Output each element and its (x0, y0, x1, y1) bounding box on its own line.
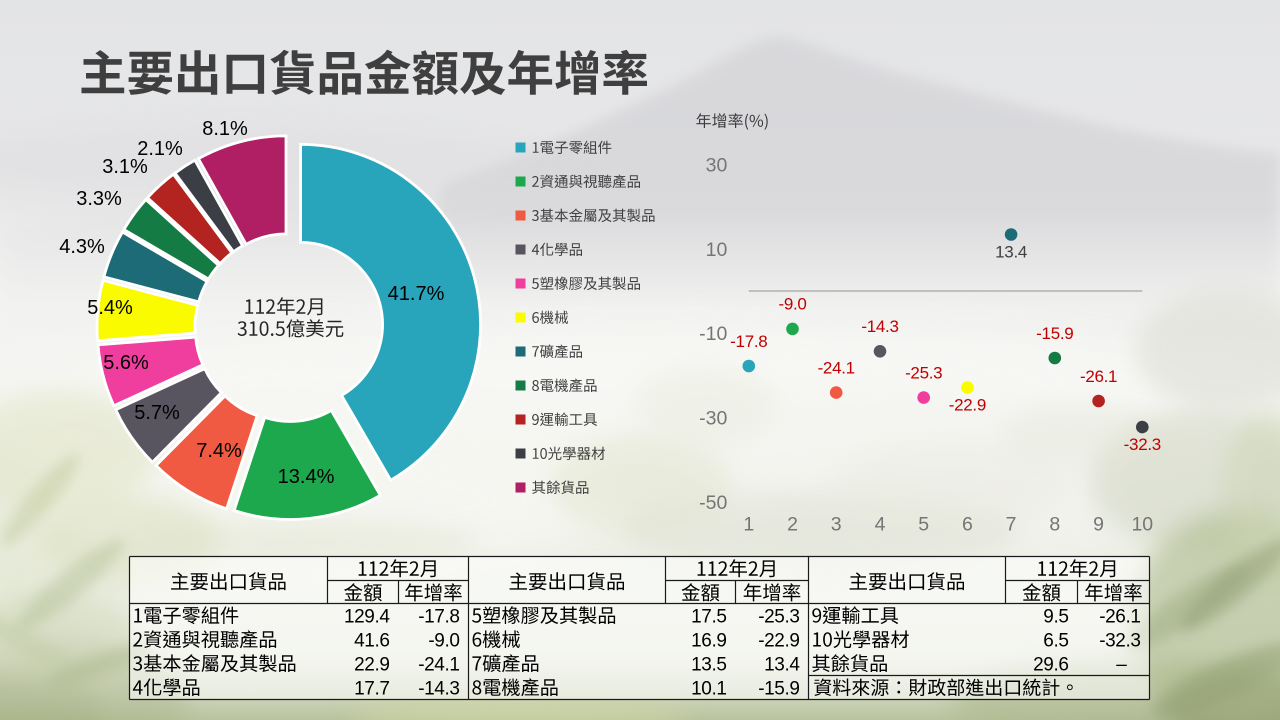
svg-text:2: 2 (787, 513, 798, 535)
svg-text:6: 6 (962, 513, 973, 535)
svg-text:41.6: 41.6 (354, 631, 389, 652)
svg-text:-25.3: -25.3 (758, 607, 799, 628)
svg-text:3.1%: 3.1% (102, 156, 148, 178)
svg-text:13.5: 13.5 (691, 655, 726, 676)
svg-text:-17.8: -17.8 (418, 607, 459, 628)
svg-text:5.4%: 5.4% (87, 297, 133, 319)
svg-text:17.5: 17.5 (691, 607, 726, 628)
svg-text:-30: -30 (699, 407, 727, 429)
svg-text:-50: -50 (699, 492, 727, 514)
svg-text:8.1%: 8.1% (202, 118, 248, 140)
svg-text:-32.3: -32.3 (1099, 631, 1140, 652)
svg-text:10: 10 (706, 239, 728, 261)
svg-text:10.1: 10.1 (691, 679, 726, 700)
svg-text:8: 8 (1049, 513, 1060, 535)
svg-text:9: 9 (1093, 513, 1104, 535)
svg-text:22.9: 22.9 (354, 655, 389, 676)
svg-text:-15.9: -15.9 (758, 679, 799, 700)
svg-text:-14.3: -14.3 (861, 317, 898, 336)
svg-text:-24.1: -24.1 (418, 655, 459, 676)
svg-text:-9.0: -9.0 (778, 295, 806, 314)
svg-text:-22.9: -22.9 (758, 631, 799, 652)
svg-text:13.4: 13.4 (764, 655, 800, 676)
svg-text:13.4%: 13.4% (278, 466, 335, 488)
svg-text:-10: -10 (699, 323, 727, 345)
svg-text:129.4: 129.4 (344, 607, 390, 628)
svg-text:5.7%: 5.7% (134, 402, 180, 424)
svg-text:7.4%: 7.4% (196, 440, 242, 462)
svg-text:10: 10 (1131, 513, 1153, 535)
svg-text:-9.0: -9.0 (428, 631, 459, 652)
svg-text:29.6: 29.6 (1033, 655, 1068, 676)
svg-text:-15.9: -15.9 (1036, 324, 1073, 343)
svg-text:5.6%: 5.6% (103, 352, 149, 374)
svg-text:-17.8: -17.8 (730, 332, 767, 351)
svg-text:16.9: 16.9 (691, 631, 726, 652)
svg-text:3.3%: 3.3% (76, 188, 122, 210)
svg-text:-14.3: -14.3 (418, 679, 459, 700)
svg-text:3: 3 (831, 513, 842, 535)
svg-text:41.7%: 41.7% (388, 283, 445, 305)
svg-text:-26.1: -26.1 (1080, 367, 1117, 386)
svg-text:9.5: 9.5 (1043, 607, 1068, 628)
svg-text:4: 4 (875, 513, 886, 535)
svg-text:17.7: 17.7 (354, 679, 389, 700)
svg-text:1: 1 (743, 513, 754, 535)
svg-text:-22.9: -22.9 (949, 395, 986, 414)
svg-text:-32.3: -32.3 (1124, 435, 1161, 454)
svg-text:6.5: 6.5 (1043, 631, 1068, 652)
svg-text:7: 7 (1006, 513, 1017, 535)
svg-text:13.4: 13.4 (995, 242, 1027, 261)
svg-text:30: 30 (706, 155, 728, 177)
svg-text:–: – (1116, 655, 1127, 676)
svg-text:-25.3: -25.3 (905, 363, 942, 382)
svg-text:5: 5 (918, 513, 929, 535)
svg-text:-26.1: -26.1 (1099, 607, 1140, 628)
svg-text:-24.1: -24.1 (818, 358, 855, 377)
svg-text:2.1%: 2.1% (137, 138, 183, 160)
svg-text:4.3%: 4.3% (59, 236, 105, 258)
